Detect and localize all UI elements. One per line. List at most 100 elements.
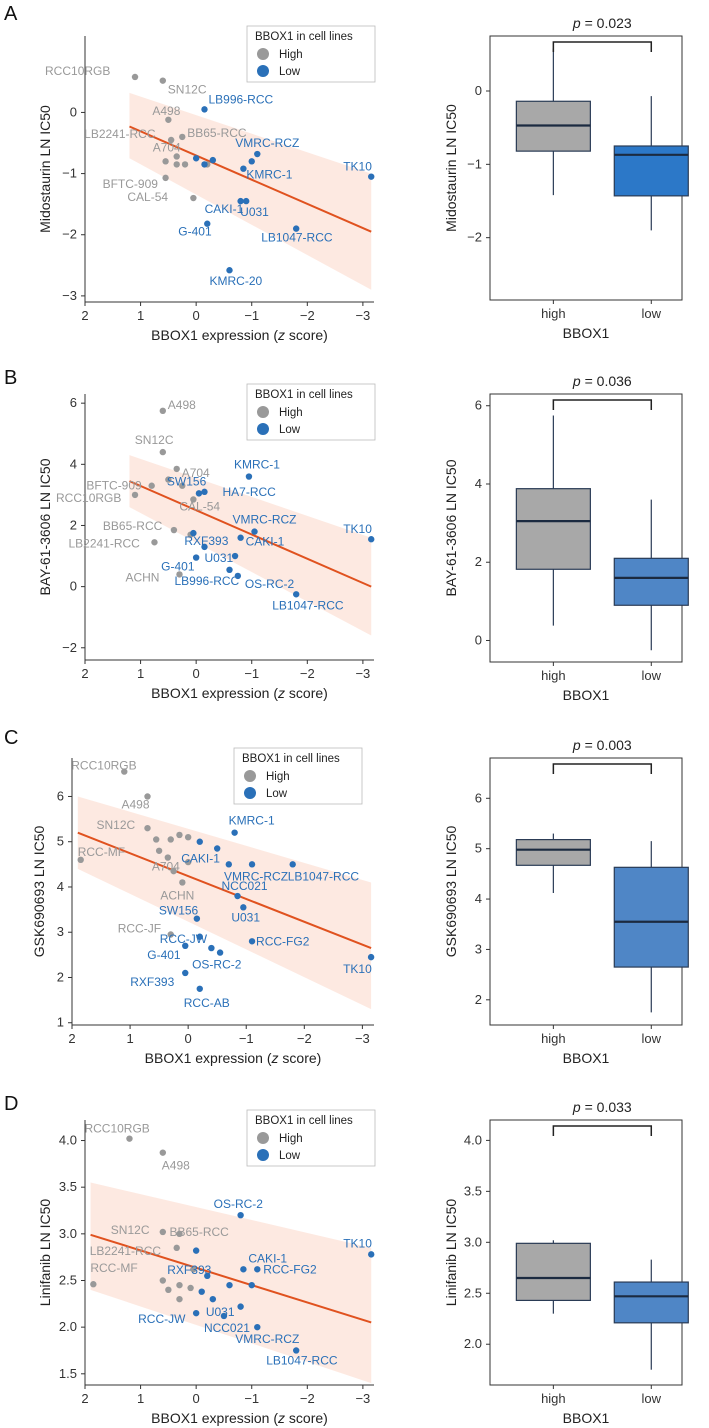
point-label: LB2241-RCC: [68, 536, 140, 550]
y-tick-label: 3.5: [59, 1179, 77, 1194]
x-tick-label: low: [642, 1031, 662, 1046]
data-point-low: [254, 150, 261, 158]
data-point-low: [231, 829, 238, 836]
legend-swatch-high: [257, 1132, 269, 1144]
x-tick-label: high: [541, 306, 566, 321]
point-label: U031: [204, 551, 233, 565]
point-label: CAL-54: [127, 190, 168, 204]
legend-label-low: Low: [279, 424, 301, 436]
data-point-high: [176, 571, 183, 578]
y-axis-title: Linifanib LN IC50: [37, 1199, 53, 1307]
point-label: RCC10RGB: [84, 1122, 149, 1136]
legend-swatch-low: [257, 423, 269, 435]
data-point-high: [165, 1286, 172, 1294]
legend: BBOX1 in cell lines High Low: [246, 25, 376, 83]
point-label: RCC-MF: [90, 1261, 137, 1275]
data-point-high: [148, 482, 155, 489]
point-label: RCC-JW: [160, 932, 208, 946]
point-label: KMRC-1: [234, 458, 280, 472]
data-point-high: [190, 496, 197, 503]
point-label: LB2241-RCC: [90, 1244, 162, 1258]
data-point-low: [182, 942, 189, 950]
point-label: RXF393: [130, 975, 174, 989]
data-point-high: [173, 153, 180, 160]
data-point-high: [184, 858, 192, 866]
y-tick-label: 4: [70, 456, 77, 471]
point-label: VMRC-RCZ: [235, 1332, 299, 1346]
legend-swatch-high: [257, 406, 269, 418]
point-label: RXF393: [184, 534, 228, 548]
data-point-low: [196, 933, 203, 940]
confidence-band: [77, 796, 372, 1010]
y-tick-label: 4: [475, 891, 482, 906]
data-point-low: [289, 861, 296, 868]
point-label: RCC10RGB: [56, 491, 121, 505]
point-label: RCC-MF: [78, 845, 125, 859]
point-label: A704: [182, 466, 210, 480]
box-low: [613, 866, 689, 968]
point-label: RCC-JF: [118, 921, 161, 935]
data-point-high: [165, 116, 172, 123]
point-label: VMRC-RCZ: [235, 136, 299, 150]
y-tick-label: 3: [475, 941, 482, 956]
point-label: NCC021: [204, 1321, 250, 1335]
y-tick-label: −3: [62, 288, 77, 303]
data-point-low: [237, 197, 244, 205]
legend: BBOX1 in cell lines High Low: [233, 747, 363, 805]
box-low: [613, 145, 689, 197]
y-axis-title: Midostaurin LN IC50: [443, 104, 459, 232]
point-label: VMRC-RCZ: [224, 869, 288, 883]
data-point-high: [159, 448, 167, 456]
legend-title: BBOX1 in cell lines: [242, 753, 340, 765]
data-point-low: [209, 1295, 217, 1303]
y-axis-title: GSK690693 LN IC50: [443, 826, 459, 958]
point-label: RCC10RGB: [71, 759, 136, 773]
p-value-label: p = 0.003: [572, 737, 632, 753]
data-point-low: [254, 1323, 261, 1331]
point-label: ACHN: [160, 888, 194, 902]
data-point-high: [179, 879, 186, 886]
point-label: LB2241-RCC: [84, 127, 156, 141]
point-label: A498: [122, 797, 150, 811]
bracket-line: [552, 41, 653, 52]
x-tick-label: 1: [137, 308, 144, 323]
data-point-high: [173, 161, 180, 168]
point-label: TK10: [343, 160, 372, 174]
data-point-low: [220, 1312, 228, 1320]
point-label: G-401: [147, 948, 181, 962]
data-point-high: [176, 1295, 183, 1303]
data-point-low: [198, 1288, 205, 1295]
x-tick-label: 0: [193, 308, 200, 323]
data-point-low: [234, 892, 241, 900]
data-point-low: [204, 220, 211, 227]
y-tick-label: 2.0: [464, 1336, 482, 1351]
legend-swatch-low: [244, 787, 256, 799]
data-point-low: [182, 969, 189, 977]
data-point-high: [165, 476, 172, 483]
y-axis-title: BAY-61-3606 LN IC50: [443, 459, 459, 596]
data-point-low: [201, 488, 208, 496]
point-label: HA7-RCC: [222, 485, 276, 499]
data-point-low: [240, 1266, 247, 1273]
data-point-low: [209, 156, 217, 164]
point-label: OS-RC-2: [214, 1197, 264, 1211]
point-label: TK10: [343, 1236, 372, 1250]
x-tick-label: low: [642, 1391, 662, 1406]
x-tick-label: −3: [355, 1391, 370, 1406]
data-point-high: [173, 465, 180, 473]
y-tick-label: 6: [475, 790, 482, 805]
data-point-low: [292, 225, 300, 232]
x-tick-label: high: [541, 1031, 566, 1046]
data-point-high: [170, 867, 177, 875]
regression-line: [90, 1233, 372, 1324]
x-tick-label: 2: [81, 308, 88, 323]
panel-letter: C: [4, 727, 18, 749]
x-tick-label: 1: [137, 1391, 144, 1406]
significance-bracket: p = 0.023: [552, 15, 653, 52]
point-label: CAKI-1: [248, 1251, 287, 1265]
data-point-low: [196, 985, 203, 992]
data-point-low: [192, 1309, 200, 1317]
data-point-high: [121, 768, 128, 775]
data-point-low: [237, 534, 244, 541]
data-point-high: [181, 161, 189, 168]
